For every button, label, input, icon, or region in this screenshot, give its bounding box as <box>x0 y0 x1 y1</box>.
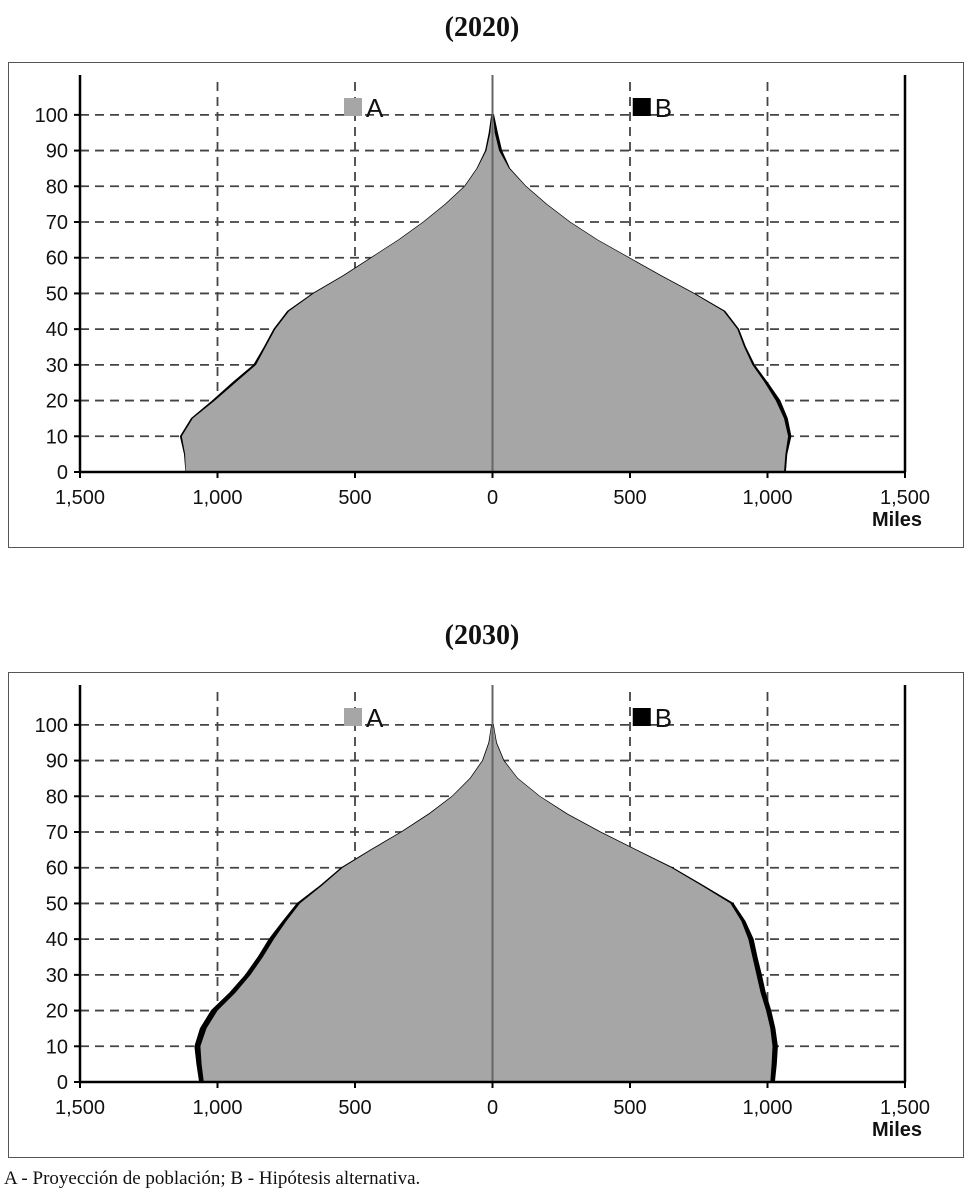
y-tick-label-70: 70 <box>46 212 68 234</box>
x-tick-label-4: 500 <box>613 487 646 509</box>
series-A-area <box>200 724 773 1082</box>
x-axis-label: Miles <box>872 509 922 531</box>
legend-label-A: A <box>366 93 384 123</box>
y-tick-label-10: 10 <box>46 1036 68 1058</box>
y-tick-label-30: 30 <box>46 965 68 987</box>
y-tick-label-0: 0 <box>57 462 68 484</box>
x-tick-label-0: 1,500 <box>55 487 105 509</box>
x-tick-label-3: 0 <box>487 1097 498 1119</box>
y-tick-label-100: 100 <box>35 715 68 737</box>
population-pyramid-2030: 0 10 20 30 40 50 60 70 80 90 100 1,500 1,000 500 0 500 1… <box>35 685 930 1141</box>
x-tick-label-5: 1,000 <box>742 1097 792 1119</box>
y-tick-label-60: 60 <box>46 858 68 880</box>
y-tick-label-0: 0 <box>57 1072 68 1094</box>
y-tick-label-20: 20 <box>46 391 68 413</box>
x-tick-label-3: 0 <box>487 487 498 509</box>
x-tick-label-1: 1,000 <box>192 487 242 509</box>
y-tick-label-40: 40 <box>46 319 68 341</box>
x-tick-label-1: 1,000 <box>192 1097 242 1119</box>
y-tick-label-90: 90 <box>46 141 68 163</box>
footnote: A - Proyección de población; B - Hipótes… <box>4 1168 421 1189</box>
legend-swatch-B <box>632 708 651 726</box>
y-tick-label-80: 80 <box>46 786 68 808</box>
x-tick-label-4: 500 <box>613 1097 646 1119</box>
y-tick-label-90: 90 <box>46 751 68 773</box>
y-tick-label-30: 30 <box>46 355 68 377</box>
y-tick-label-50: 50 <box>46 893 68 915</box>
x-tick-label-6: 1,500 <box>880 1097 930 1119</box>
y-tick-label-60: 60 <box>46 248 68 270</box>
x-axis-label: Miles <box>872 1119 922 1141</box>
y-tick-label-10: 10 <box>46 426 68 448</box>
y-tick-label-100: 100 <box>35 105 68 127</box>
x-tick-label-6: 1,500 <box>880 487 930 509</box>
legend-label-B: B <box>655 703 672 733</box>
chart-title-2020: (2020) <box>444 12 520 43</box>
population-pyramid-2020: 0 10 20 30 40 50 60 70 80 90 100 1,500 1,000 500 0 500 1… <box>35 75 930 531</box>
series-A-area <box>181 114 789 473</box>
y-tick-label-70: 70 <box>46 822 68 844</box>
chart-title-2030: (2030) <box>444 620 520 651</box>
x-tick-label-2: 500 <box>338 487 371 509</box>
x-tick-label-5: 1,000 <box>742 487 792 509</box>
legend-swatch-A <box>344 708 362 726</box>
legend-swatch-A <box>344 98 362 116</box>
x-tick-label-2: 500 <box>338 1097 371 1119</box>
legend-swatch-B <box>632 98 651 116</box>
y-tick-label-80: 80 <box>46 176 68 198</box>
y-tick-label-50: 50 <box>46 283 68 305</box>
y-tick-label-40: 40 <box>46 929 68 951</box>
legend-label-A: A <box>366 703 384 733</box>
x-tick-label-0: 1,500 <box>55 1097 105 1119</box>
y-tick-label-20: 20 <box>46 1001 68 1023</box>
legend-label-B: B <box>655 93 672 123</box>
